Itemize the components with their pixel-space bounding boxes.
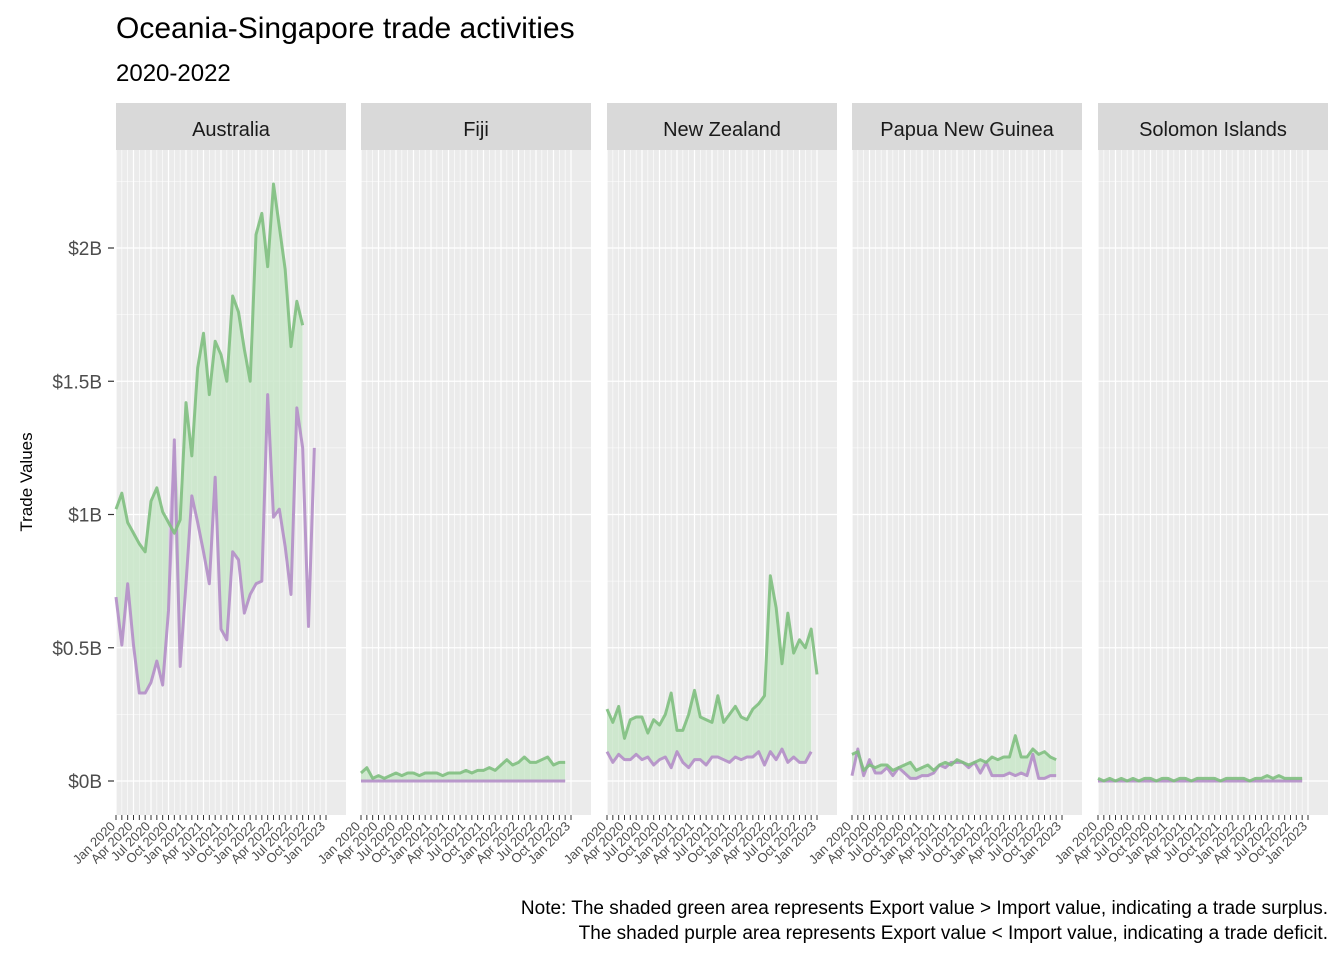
facet-panel-fiji	[361, 150, 591, 815]
trade-ribbon-segment	[121, 493, 128, 646]
trade-ribbon-segment	[712, 695, 718, 758]
facet-panel-solomon-islands	[1098, 150, 1328, 815]
trade-ribbon-segment	[776, 607, 782, 760]
trade-ribbon-segment	[642, 717, 648, 760]
export-line-solomon-islands	[1097, 774, 1303, 783]
trade-ribbon-segment	[250, 234, 256, 595]
trade-ribbon-segment	[636, 717, 642, 760]
trade-ribbon-segment	[285, 269, 291, 595]
trade-ribbon-segment	[1003, 757, 1010, 776]
trade-ribbon-segment	[530, 762, 536, 781]
trade-ribbon-segment	[1050, 757, 1057, 776]
trade-ribbon-segment	[677, 730, 683, 763]
trade-ribbon-segment	[547, 757, 554, 781]
trade-ribbon-segment	[752, 703, 759, 758]
trade-ribbon-segment	[729, 706, 736, 763]
trade-ribbon-segment	[512, 762, 519, 781]
trade-ribbon-segment	[431, 773, 437, 781]
facet-label-solomon-islands: Solomon Islands	[1139, 119, 1287, 141]
y-tick-label: $1.5B	[52, 372, 102, 393]
trade-ribbon-segment	[653, 719, 660, 766]
trade-ribbon-segment	[256, 213, 262, 584]
trade-ribbon-segment	[770, 575, 777, 760]
trade-ribbon-segment	[536, 759, 542, 781]
trade-ribbon-segment	[139, 543, 146, 694]
import-line-new-zealand	[605, 747, 813, 770]
y-tick-label: $0B	[68, 772, 102, 793]
trade-ribbon-segment	[735, 706, 742, 760]
facet-label-papua-new-guinea: Papua New Guinea	[880, 119, 1054, 141]
trade-ribbon-segment	[904, 762, 911, 779]
trade-ribbon-segment	[793, 639, 800, 763]
trade-ribbon-segment	[541, 757, 548, 781]
export-line-australia	[114, 182, 305, 554]
trade-ribbon-segment	[624, 719, 631, 760]
trade-ribbon-segment	[992, 757, 998, 776]
trade-ribbon-segment	[659, 714, 666, 760]
trade-ribbon-segment	[723, 714, 730, 763]
trade-ribbon-segment	[244, 349, 251, 614]
trade-ribbon-segment	[454, 773, 461, 781]
trade-ribbon-segment	[197, 333, 204, 552]
facet-label-australia: Australia	[192, 119, 271, 141]
trade-ribbon-segment	[741, 717, 747, 760]
trade-ribbon-segment	[448, 773, 455, 781]
trade-ribbon-segment	[279, 226, 286, 547]
trade-ribbon-segment	[805, 629, 812, 763]
trade-ribbon-segment	[717, 695, 724, 760]
y-tick-label: $0.5B	[52, 639, 102, 660]
trade-ribbon-segment	[553, 762, 560, 781]
y-tick-label: $1B	[68, 506, 102, 527]
export-line-new-zealand	[605, 574, 819, 740]
facet-strip-solomon-islands	[1098, 103, 1328, 150]
facet-label-fiji: Fiji	[463, 119, 489, 141]
facet-strip-new-zealand	[607, 103, 837, 150]
trade-ribbon-segment	[203, 333, 210, 584]
trade-ribbon-segment	[156, 487, 163, 686]
chart-subtitle: 2020-2022	[116, 60, 231, 87]
trade-ribbon-segment	[477, 770, 484, 781]
trade-ribbon-segment	[221, 354, 227, 640]
y-tick-label: $2B	[68, 239, 102, 260]
trade-ribbon-segment	[1021, 757, 1027, 776]
chart-note: Note: The shaded green area represents E…	[521, 896, 1328, 946]
y-axis-title: Trade Values	[17, 432, 36, 531]
trade-ribbon-segment	[425, 773, 431, 781]
import-line-australia	[114, 393, 316, 695]
trade-ribbon-segment	[1044, 751, 1051, 779]
facet-strip-fiji	[361, 103, 591, 150]
note-line-surplus: Note: The shaded green area represents E…	[520, 898, 1328, 919]
trade-ribbon-segment	[1038, 751, 1045, 779]
trade-ribbon-segment	[407, 773, 414, 781]
trade-ribbon-segment	[559, 762, 566, 781]
trade-ribbon-segment	[232, 295, 239, 560]
trade-ribbon-segment	[267, 184, 274, 518]
trade-ribbon-segment	[758, 695, 765, 766]
facet-label-new-zealand: New Zealand	[663, 119, 781, 141]
trade-ribbon-segment	[706, 719, 712, 766]
facet-panel-papua-new-guinea	[852, 150, 1082, 815]
note-line-deficit: The shaded purple area represents Export…	[578, 923, 1328, 944]
export-line-fiji	[359, 755, 566, 780]
facet-strip-papua-new-guinea	[852, 103, 1082, 150]
trade-ribbon-segment	[694, 690, 701, 760]
trade-ribbon-segment	[747, 709, 753, 758]
trade-ribbon-segment	[782, 613, 788, 763]
trade-ribbon-segment	[700, 717, 707, 766]
trade-ribbon-segment	[495, 765, 501, 781]
trade-ribbon-segment	[238, 311, 245, 614]
trade-ribbon-segment	[997, 757, 1004, 776]
chart-title: Oceania-Singapore trade activities	[116, 12, 575, 45]
trade-ribbon-segment	[630, 717, 637, 760]
trade-ribbon-segment	[209, 341, 216, 584]
trade-ribbon-segment	[151, 487, 157, 683]
facet-strip-australia	[116, 103, 346, 150]
trade-ribbon-segment	[799, 639, 806, 763]
export-line-papua-new-guinea	[851, 734, 1057, 772]
trade-ribbon-segment	[273, 184, 280, 518]
trade-ribbon-segment	[162, 511, 169, 686]
